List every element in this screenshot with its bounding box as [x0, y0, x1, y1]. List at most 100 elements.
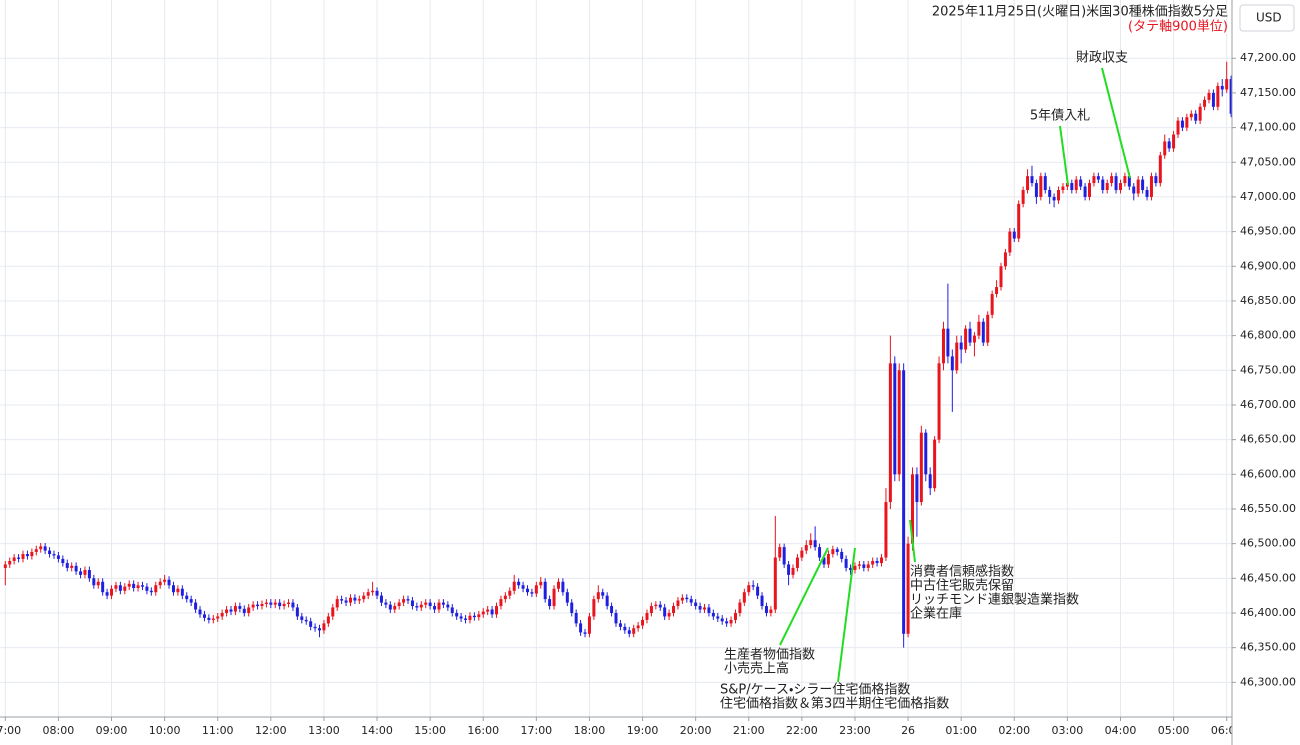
candle-body — [902, 370, 906, 634]
candle-body — [428, 602, 432, 607]
candle-body — [1008, 231, 1012, 253]
candle-body — [1118, 183, 1122, 190]
candle-body — [1074, 179, 1078, 190]
annotation-text: 消費者信頼感指数 — [910, 564, 1014, 580]
x-tick-label: 09:00 — [96, 724, 128, 737]
candle-body — [163, 579, 167, 582]
x-tick-label: 14:00 — [361, 724, 393, 737]
candle-body — [344, 600, 348, 603]
candle-body — [132, 583, 136, 589]
candle-body — [791, 567, 795, 575]
candle-body — [667, 612, 671, 617]
candle-body — [348, 597, 352, 603]
candle-body — [455, 612, 459, 617]
candle-body — [955, 342, 959, 371]
candle-body — [1092, 176, 1096, 184]
candle-body — [171, 585, 175, 593]
currency-box[interactable] — [1239, 4, 1295, 32]
candle-body — [840, 551, 844, 559]
annotation-text: 生産者物価指数 — [724, 648, 815, 663]
candle-body — [1105, 183, 1109, 190]
candle-body — [123, 586, 127, 591]
candle-body — [698, 606, 702, 610]
y-tick-label: 46,900.00 — [1240, 259, 1296, 272]
y-tick-label: 46,400.00 — [1240, 606, 1296, 619]
candle-body — [189, 599, 193, 603]
candle-body — [534, 585, 538, 594]
candle-body — [433, 606, 437, 610]
candle-body — [649, 606, 653, 613]
candle-body — [335, 599, 339, 608]
candle-body — [561, 581, 565, 593]
candle-body — [941, 328, 945, 364]
candle-body — [1030, 176, 1034, 184]
candle-body — [3, 564, 7, 568]
candle-body — [110, 588, 114, 596]
candle-body — [220, 612, 224, 617]
candle-body — [331, 607, 335, 617]
candle-body — [1136, 179, 1140, 194]
candle-body — [1123, 176, 1127, 184]
candle-body — [946, 328, 950, 357]
candle-body — [813, 540, 817, 548]
candle-body — [1034, 183, 1038, 197]
candle-body — [818, 547, 822, 558]
candle-body — [278, 602, 282, 607]
candle-body — [379, 595, 383, 603]
x-tick-label: 20:00 — [680, 724, 712, 737]
candle-body — [304, 619, 308, 622]
candle-body — [313, 626, 317, 629]
y-tick-label: 46,600.00 — [1240, 467, 1296, 480]
candle-body — [318, 628, 322, 631]
candle-body — [950, 356, 954, 371]
candle-body — [689, 599, 693, 603]
candle-body — [596, 592, 600, 600]
candle-body — [937, 363, 941, 440]
candle-body — [574, 612, 578, 624]
candle-body — [1048, 189, 1052, 197]
candle-body — [618, 623, 622, 627]
y-axis: 46,300.00 46,350.00 46,400.00 46,450.00 46,5… — [1232, 51, 1296, 688]
candle-body — [1083, 186, 1087, 197]
candle-body — [565, 592, 569, 603]
candle-body — [211, 618, 215, 620]
candle-body — [1225, 79, 1229, 90]
candle-body — [499, 599, 503, 607]
candle-body — [92, 578, 96, 586]
candle-body — [964, 328, 968, 350]
candle-body — [468, 615, 472, 620]
x-tick-label: 19:00 — [627, 724, 659, 737]
candle-body — [326, 616, 330, 624]
candle-body — [773, 557, 777, 610]
candle-body — [1132, 186, 1136, 194]
grid — [0, 0, 1232, 717]
y-tick-label: 46,800.00 — [1240, 329, 1296, 342]
x-tick-label: 26 — [901, 724, 915, 737]
annotation-pointer — [779, 547, 829, 646]
candle-body — [866, 564, 870, 568]
candle-body — [977, 321, 981, 336]
candle-body — [919, 432, 923, 503]
candle-body — [79, 571, 83, 575]
candle-body — [1185, 117, 1189, 128]
candle-body — [680, 597, 684, 601]
candle-body — [787, 564, 791, 575]
candle-body — [672, 606, 676, 613]
x-tick-label: 11:00 — [202, 724, 234, 737]
candle-body — [167, 579, 171, 586]
candle-body — [804, 545, 808, 551]
candle-body — [1145, 189, 1149, 197]
y-tick-label: 47,000.00 — [1240, 190, 1296, 203]
candle-body — [1203, 99, 1207, 107]
candle-body — [592, 599, 596, 617]
candle-body — [733, 612, 737, 620]
annotation-text: 住宅価格指数＆第3四半期住宅価格指数 — [720, 696, 949, 712]
candle-body — [663, 607, 667, 617]
candle-body — [654, 604, 658, 607]
candle-body — [273, 602, 277, 605]
candle-body — [517, 581, 521, 586]
candle-body — [176, 588, 180, 593]
candle-body — [583, 632, 587, 634]
candle-body — [238, 606, 242, 609]
currency-label[interactable]: USD — [1256, 11, 1282, 25]
